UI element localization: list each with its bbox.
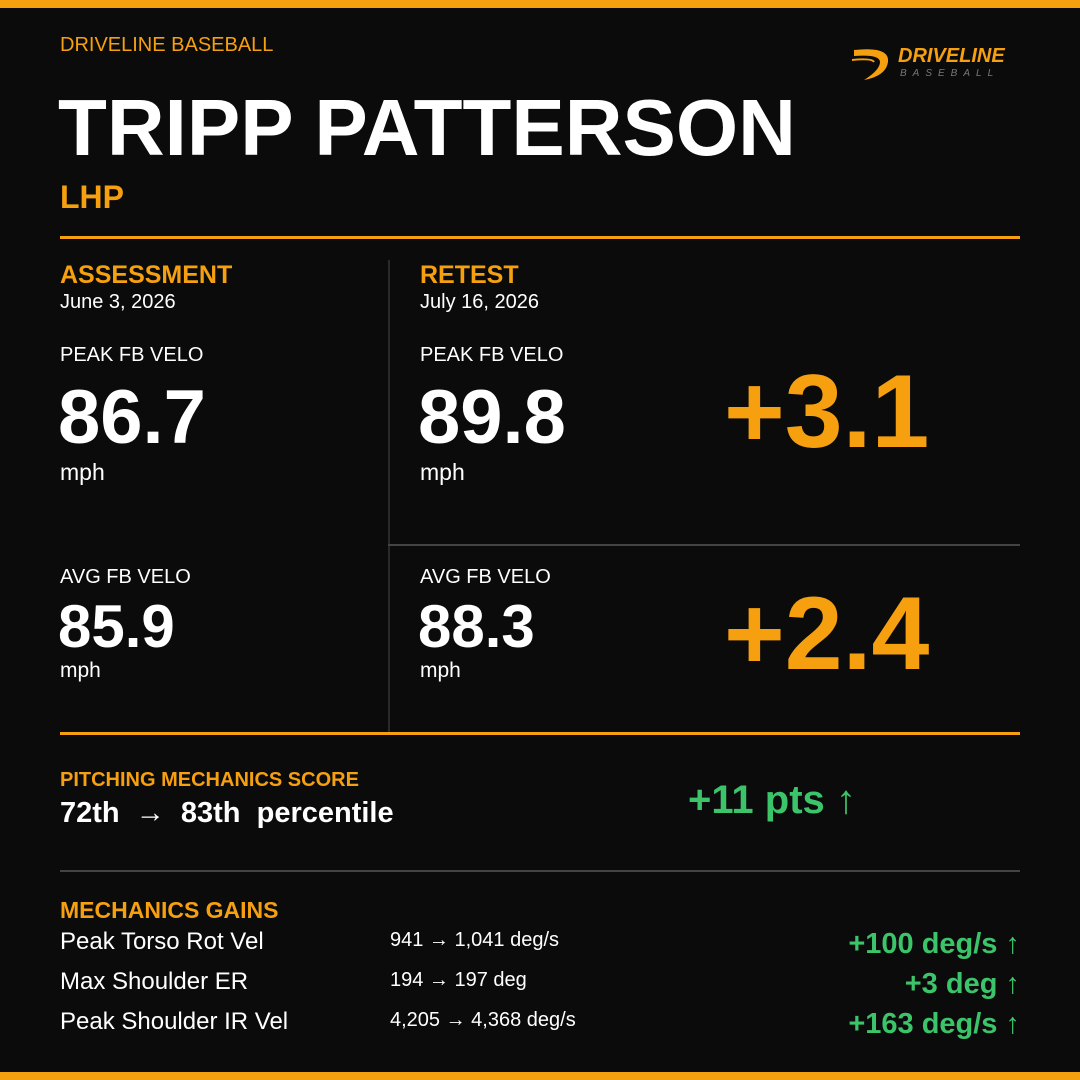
logo-swoosh xyxy=(854,49,889,80)
divider xyxy=(60,870,1020,872)
metric-value: 88.3 xyxy=(418,593,535,660)
position: LHP xyxy=(60,179,124,215)
metric-label: PEAK FB VELO xyxy=(420,344,564,366)
metric-unit: mph xyxy=(60,459,105,485)
score-change: 72th → 83th percentile xyxy=(60,797,394,829)
gain-delta: +163 deg/s ↑ xyxy=(848,1008,1020,1040)
logo: DRIVELINE BASEBALL xyxy=(851,45,1005,80)
gain-delta: +100 deg/s ↑ xyxy=(848,928,1020,960)
divider xyxy=(388,544,1020,546)
column-heading: RETEST xyxy=(420,261,519,289)
score-title: PITCHING MECHANICS SCORE xyxy=(60,769,359,791)
column-heading: ASSESSMENT xyxy=(60,261,233,289)
logo-stripe xyxy=(851,58,875,63)
top-bar xyxy=(0,0,1080,8)
metric-value: 89.8 xyxy=(418,375,566,460)
gain-change: 194 → 197 deg xyxy=(390,969,527,991)
metric-delta: +3.1 xyxy=(724,354,930,470)
metric-label: AVG FB VELO xyxy=(420,566,551,588)
player-name: TRIPP PATTERSON xyxy=(58,83,796,172)
column-date: July 16, 2026 xyxy=(420,291,539,313)
metric-label: AVG FB VELO xyxy=(60,566,191,588)
gain-name: Max Shoulder ER xyxy=(60,968,249,995)
divider xyxy=(60,732,1020,735)
column-divider xyxy=(388,260,390,732)
gain-change: 4,205 → 4,368 deg/s xyxy=(390,1009,576,1031)
gains-title: MECHANICS GAINS xyxy=(60,897,279,923)
metric-unit: mph xyxy=(420,459,465,485)
score-gain: +11 pts ↑ xyxy=(688,778,856,822)
metric-unit: mph xyxy=(60,659,101,682)
gain-delta: +3 deg ↑ xyxy=(904,968,1020,1000)
org: DRIVELINE BASEBALL xyxy=(60,34,274,56)
gain-change: 941 → 1,041 deg/s xyxy=(390,929,560,951)
gain-name: Peak Torso Rot Vel xyxy=(60,928,264,955)
gain-name: Peak Shoulder IR Vel xyxy=(60,1008,289,1035)
logo-sub: BASEBALL xyxy=(900,68,999,79)
logo-word: DRIVELINE xyxy=(898,45,1005,67)
divider xyxy=(60,236,1020,239)
metric-unit: mph xyxy=(420,659,461,682)
metric-value: 86.7 xyxy=(58,375,206,460)
bottom-bar xyxy=(0,1072,1080,1080)
metric-label: PEAK FB VELO xyxy=(60,344,204,366)
column-date: June 3, 2026 xyxy=(60,291,176,313)
metric-delta: +2.4 xyxy=(724,576,930,692)
metric-value: 85.9 xyxy=(58,593,175,660)
